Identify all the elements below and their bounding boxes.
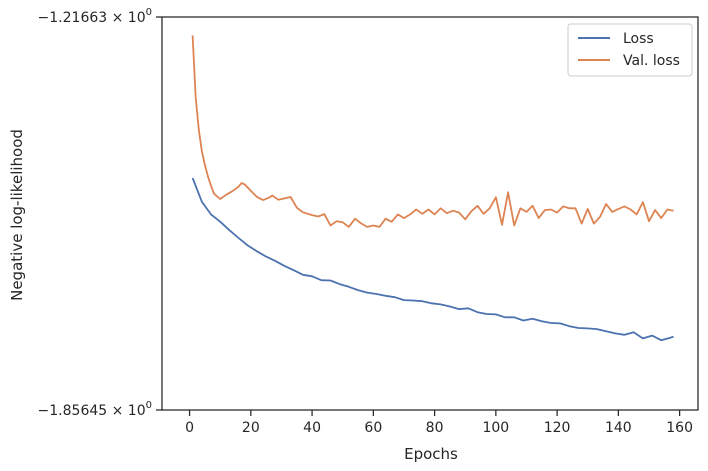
series-line-loss <box>191 177 674 342</box>
x-tick-label: 140 <box>605 420 632 436</box>
legend: Loss Val. loss <box>567 23 693 77</box>
series-line-val-loss <box>191 35 674 228</box>
y-axis-label: Negative log-likelihood <box>8 129 26 301</box>
series-layer <box>191 35 674 342</box>
x-axis-label: Epochs <box>404 445 458 463</box>
x-tick-label: 120 <box>544 420 571 436</box>
x-tick-label: 20 <box>242 420 260 436</box>
legend-label-loss: Loss <box>623 31 654 47</box>
y-tick-label: −1.21663 × 100 <box>38 7 152 26</box>
y-tick-label: −1.85645 × 100 <box>38 400 152 419</box>
legend-label-val-loss: Val. loss <box>623 53 680 69</box>
x-tick-label: 60 <box>364 420 382 436</box>
x-tick-label: 80 <box>426 420 444 436</box>
y-axis-ticks: −1.21663 × 100 −1.85645 × 100 <box>38 7 162 419</box>
x-tick-label: 40 <box>303 420 321 436</box>
plot-area <box>161 16 699 411</box>
x-tick-label: 160 <box>666 420 693 436</box>
x-axis-ticks: 0 20 40 60 80 100 120 140 160 <box>185 410 693 436</box>
x-tick-label: 100 <box>482 420 509 436</box>
x-tick-label: 0 <box>185 420 194 436</box>
